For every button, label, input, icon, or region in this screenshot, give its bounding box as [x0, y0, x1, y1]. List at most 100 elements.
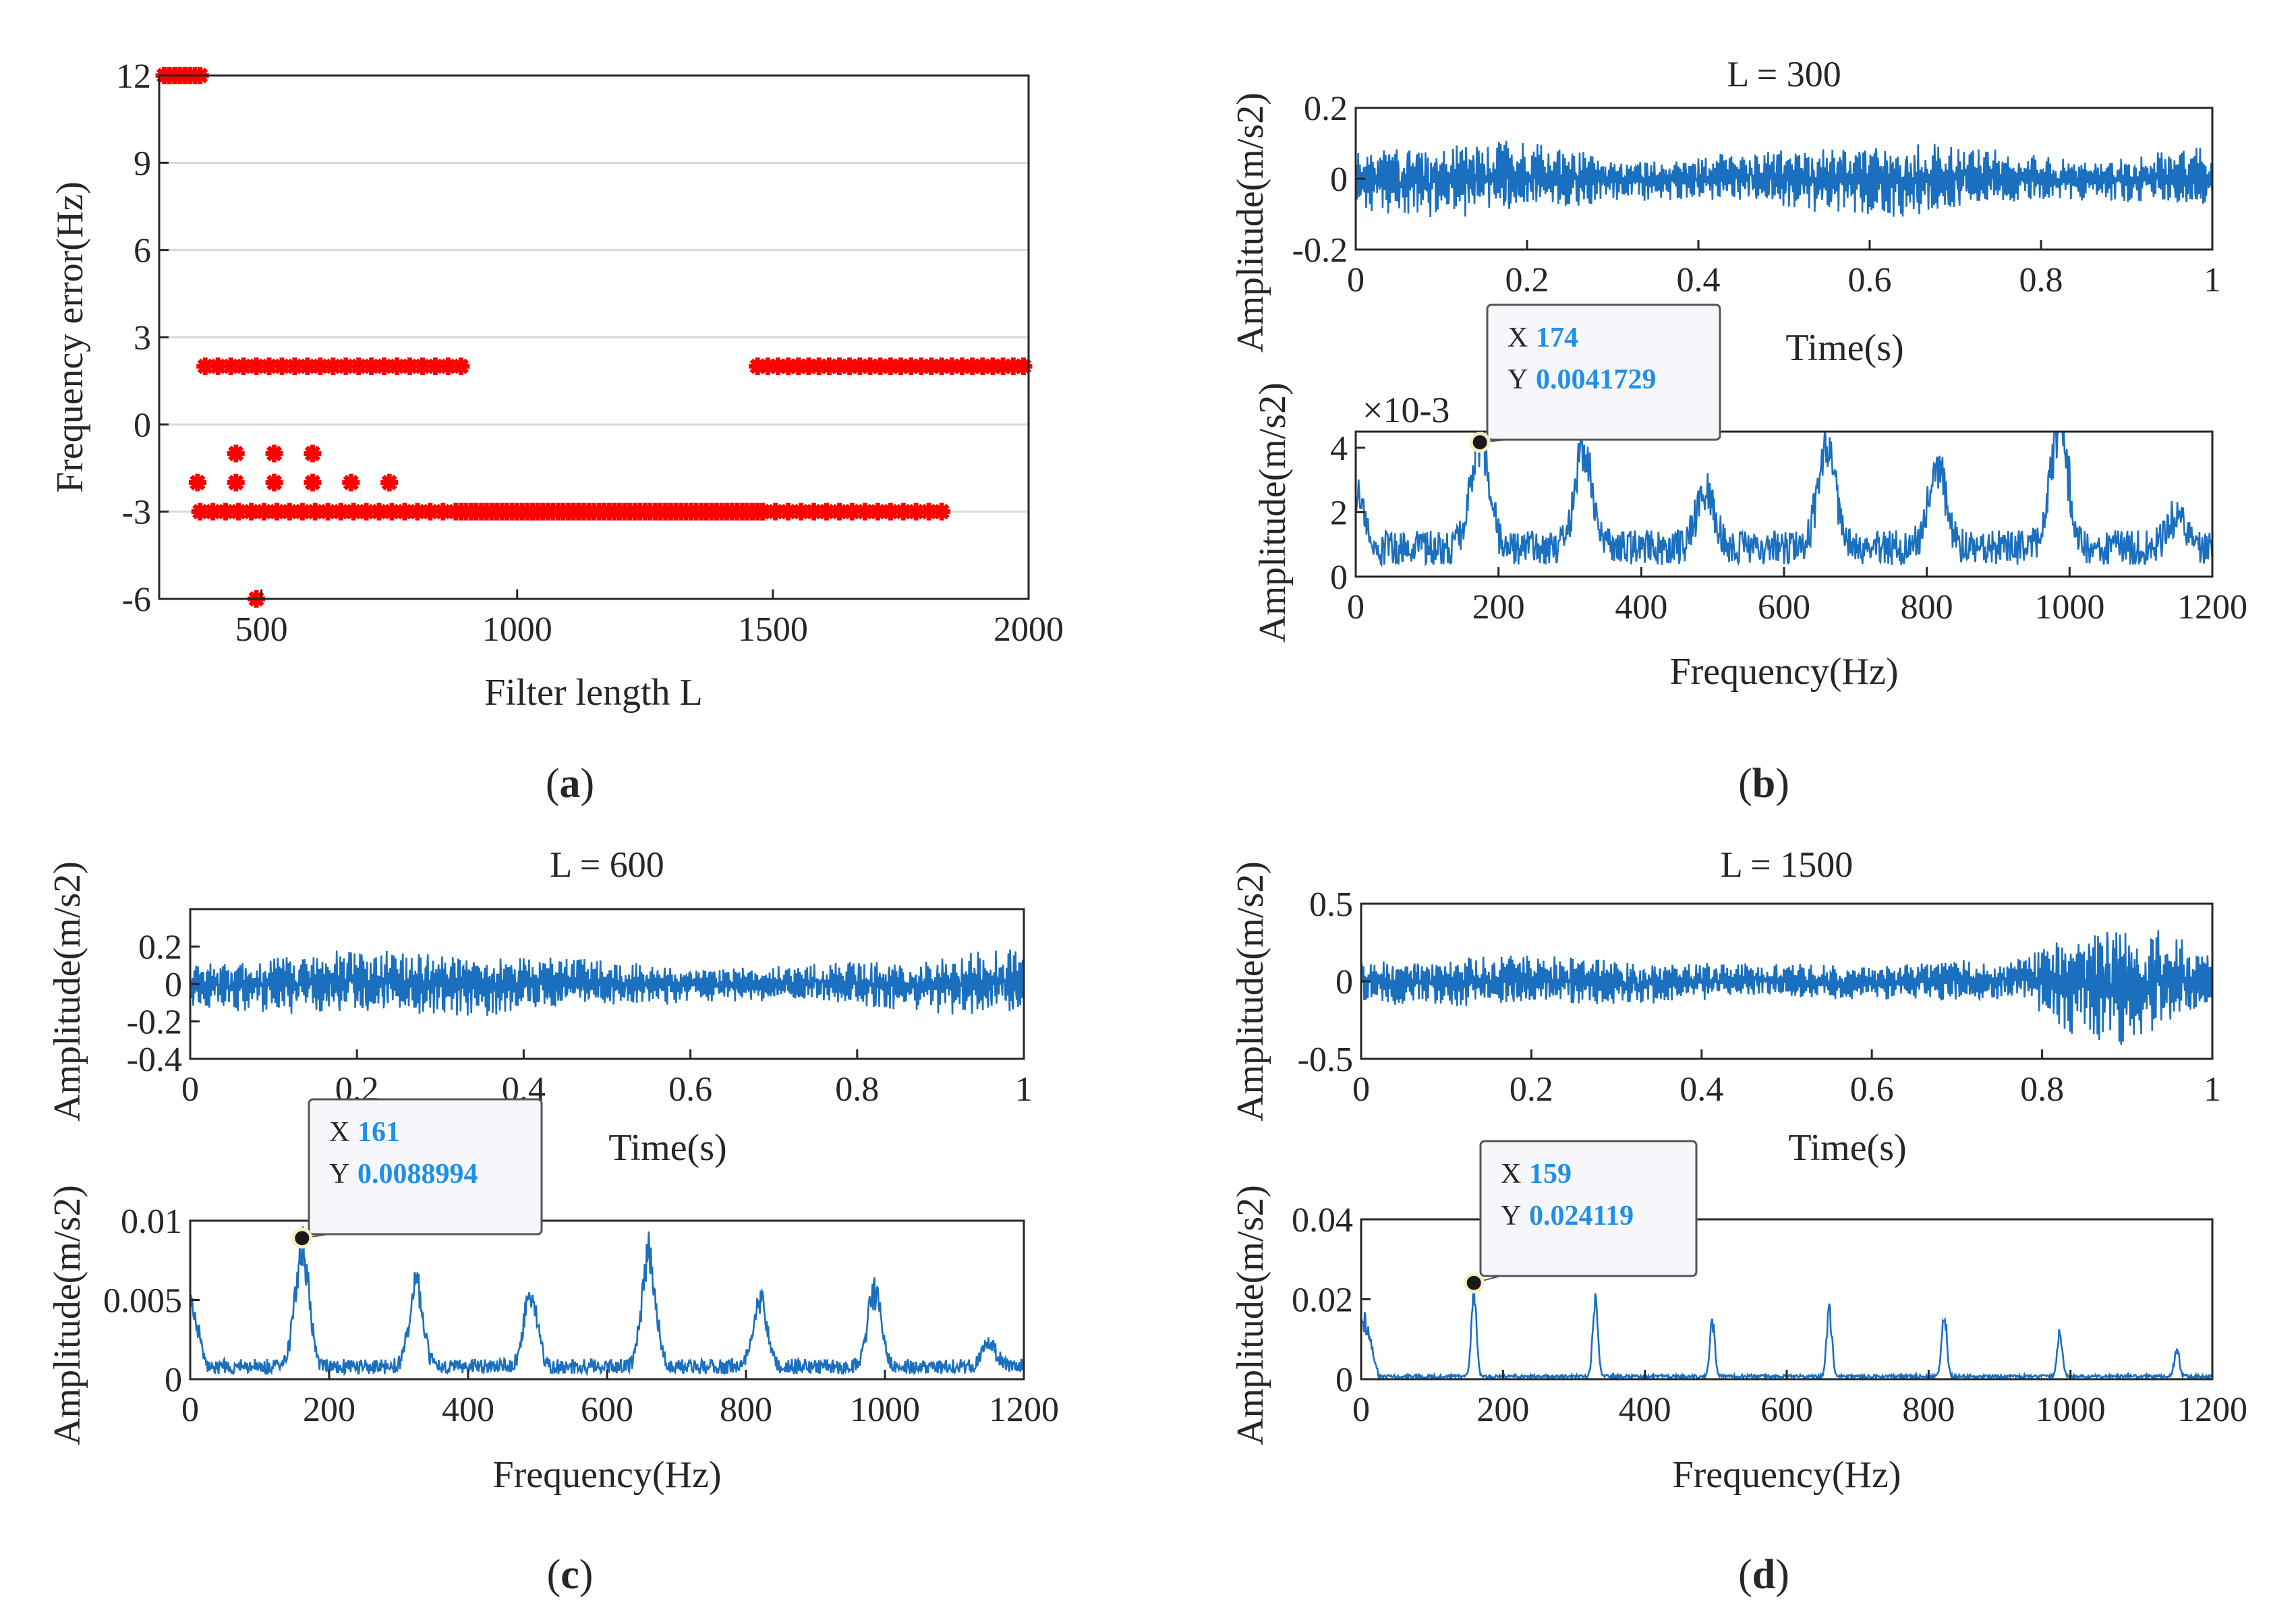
data-point	[222, 357, 240, 376]
exponent-label: ×10-3	[1362, 390, 1449, 430]
datatip-box	[308, 1098, 543, 1236]
datatip-y-value: 0.0088994	[357, 1159, 478, 1190]
x-tick-label: 0.4	[1677, 261, 1721, 299]
y-tick-label: 0.01	[121, 1202, 182, 1241]
caption-close-paren: )	[1775, 761, 1789, 807]
y-tick-label: 0	[1330, 161, 1348, 199]
data-point	[792, 502, 810, 521]
y-tick-label: -0.5	[1298, 1041, 1353, 1079]
x-tick-label: 0.6	[1850, 1070, 1894, 1109]
x-tick-label: 400	[1615, 588, 1667, 627]
x-tick-label: 0.6	[1848, 261, 1892, 299]
panel-caption: (b)	[1738, 761, 1789, 807]
y-tick-label: 0	[1335, 1361, 1353, 1399]
datatip-marker	[1463, 1272, 1485, 1294]
x-tick-label: 200	[1472, 588, 1525, 627]
x-tick-label: 0.2	[1510, 1070, 1553, 1109]
x-tick-label: 1	[2204, 261, 2221, 299]
data-point	[227, 444, 245, 463]
x-tick-label: 2000	[994, 610, 1064, 649]
data-point	[342, 473, 360, 492]
y-tick-label: 0	[1330, 558, 1348, 597]
x-tick-label: 400	[1619, 1391, 1671, 1429]
axes-frame	[189, 1219, 1025, 1381]
data-point	[345, 502, 363, 521]
caption-close-paren: )	[1775, 1552, 1789, 1598]
data-point	[933, 502, 951, 521]
caption-open-paren: (	[547, 1552, 561, 1598]
x-tick-label: 0	[1352, 1391, 1370, 1429]
data-point	[452, 357, 470, 376]
datatip-y-value: 0.024119	[1529, 1200, 1634, 1231]
x-tick-label: 0	[181, 1070, 199, 1109]
x-tick-label: 600	[1760, 1391, 1813, 1429]
caption-open-paren: (	[1738, 761, 1752, 807]
y-tick-label: 0.2	[1304, 90, 1348, 128]
datatip-y-label: Y	[1507, 364, 1528, 395]
data-point	[388, 357, 406, 376]
x-axis-label: Time(s)	[608, 1127, 726, 1169]
data-point	[304, 444, 322, 463]
data-point	[188, 473, 206, 492]
signal-line	[1360, 930, 2214, 1045]
x-tick-label: 0	[1347, 261, 1365, 299]
data-point	[304, 473, 322, 492]
signal-line	[1354, 140, 2214, 218]
x-tick-label: 600	[1758, 588, 1810, 627]
y-axis-label: Frequency error(Hz)	[49, 181, 91, 493]
x-tick-label: 1000	[850, 1391, 920, 1429]
y-axis-label: Amplitude(m/s2)	[1230, 1185, 1271, 1445]
y-tick-label: -3	[122, 494, 151, 532]
y-tick-label: 0	[165, 1361, 182, 1399]
data-point	[380, 473, 399, 492]
x-tick-label: 1000	[2036, 1391, 2106, 1429]
y-tick-label: 0.5	[1309, 886, 1353, 924]
x-tick-label: 1200	[989, 1391, 1059, 1429]
plot-c_spec: 0 200 400 600 800 1000 1200 0.01 0.005 0 Frequency…	[47, 1098, 1059, 1496]
datatip-y-value: 0.0041729	[1536, 364, 1657, 395]
x-tick-label: 0.6	[668, 1070, 712, 1109]
x-axis-label: Time(s)	[1785, 327, 1903, 369]
y-axis-label: Amplitude(m/s2)	[47, 861, 88, 1122]
datatip-y-label: Y	[1501, 1200, 1521, 1231]
spectrum-line	[1360, 1281, 2214, 1382]
data-point	[191, 502, 209, 521]
panel-caption: (d)	[1738, 1552, 1789, 1598]
y-tick-label: 12	[116, 57, 151, 96]
data-point	[227, 473, 245, 492]
x-tick-label: 800	[1902, 1391, 1955, 1429]
y-tick-label: 0	[1335, 963, 1353, 1002]
x-tick-label: 600	[581, 1391, 633, 1429]
datatip: X 159 Y 0.024119	[1463, 1140, 1698, 1294]
marker-series	[155, 67, 1033, 608]
x-tick-label: 0	[1352, 1070, 1370, 1109]
y-tick-label: 0.2	[138, 929, 182, 967]
x-tick-label: 500	[235, 610, 288, 649]
y-tick-label: 4	[1330, 430, 1348, 468]
datatip-x-label: X	[1501, 1159, 1521, 1190]
y-tick-label: 0.02	[1292, 1281, 1353, 1320]
caption-open-paren: (	[1738, 1552, 1752, 1598]
caption-close-paren: )	[581, 761, 595, 807]
y-axis-label: Amplitude(m/s2)	[1252, 382, 1294, 643]
signal-line	[189, 949, 1025, 1016]
data-point	[753, 502, 772, 521]
datatip-x-label: X	[1507, 322, 1528, 353]
caption-letter: b	[1752, 761, 1775, 807]
data-point	[401, 357, 419, 376]
x-tick-label: 0.2	[1505, 261, 1549, 299]
datatip: X 161 Y 0.0088994	[291, 1098, 543, 1249]
caption-letter: d	[1752, 1552, 1775, 1598]
caption-letter: a	[560, 761, 581, 807]
plot-title: L = 600	[550, 844, 664, 885]
x-tick-label: 0.8	[835, 1070, 879, 1109]
plot-d_time: 0 0.2 0.4 0.6 0.8 10.50-0.5L = 1500Time(s)Amp…	[1230, 844, 2221, 1169]
x-axis-label: Frequency(Hz)	[493, 1454, 722, 1496]
spectrum-line	[189, 1226, 1025, 1377]
y-tick-label: 3	[134, 319, 151, 357]
x-tick-label: 1500	[738, 610, 808, 649]
datatip-y-label: Y	[329, 1159, 349, 1190]
y-tick-label: -0.4	[127, 1041, 182, 1079]
datatip-marker	[291, 1227, 313, 1249]
panel-caption: (a)	[546, 761, 594, 807]
